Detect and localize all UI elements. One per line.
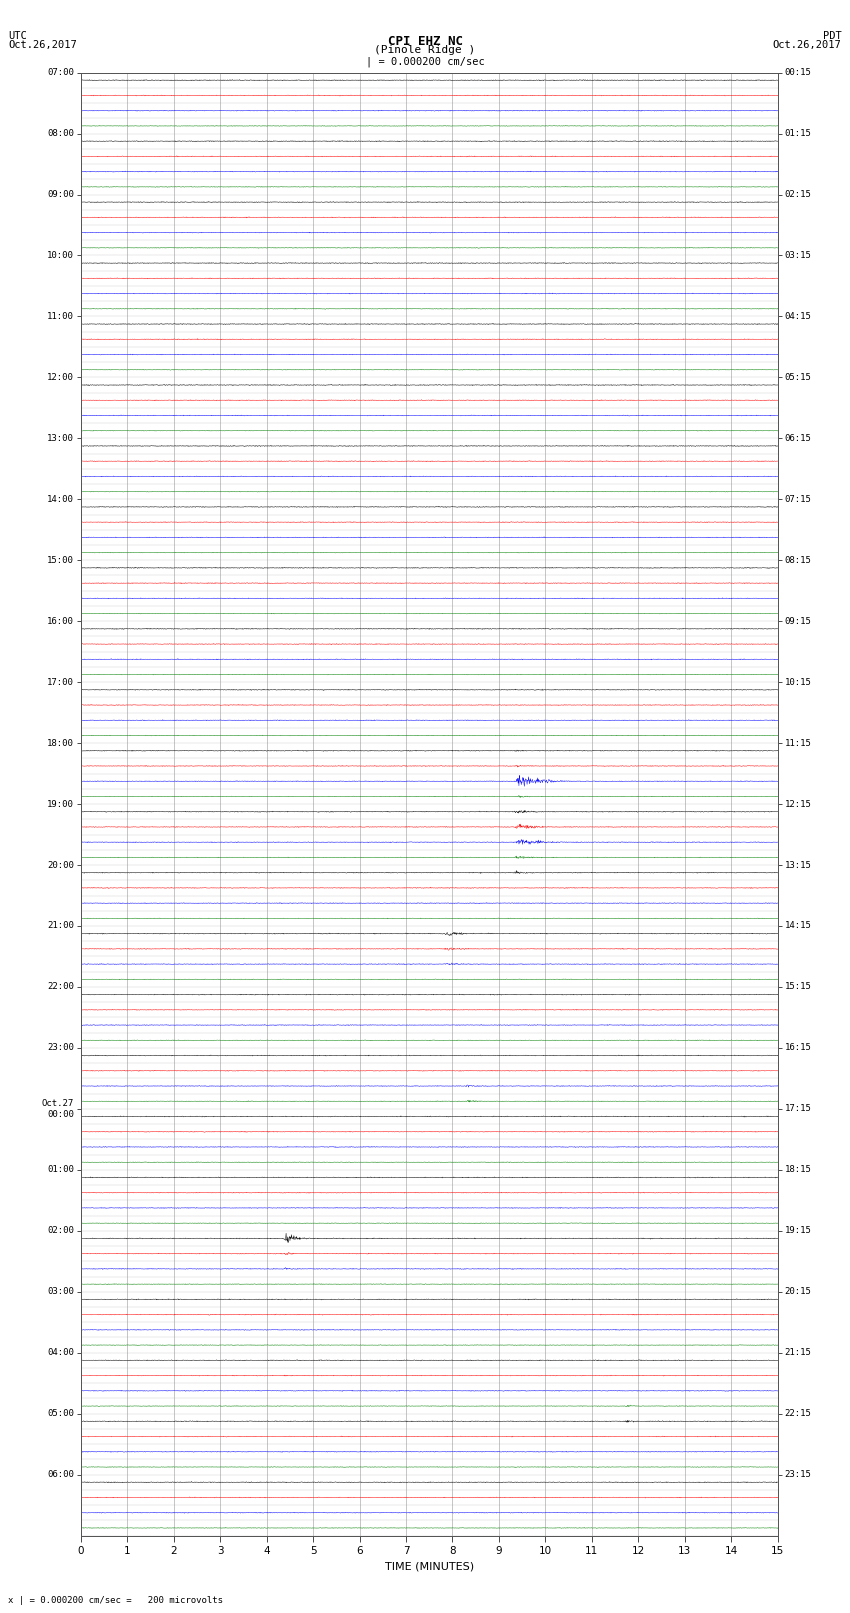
X-axis label: TIME (MINUTES): TIME (MINUTES) — [385, 1561, 473, 1571]
Text: | = 0.000200 cm/sec: | = 0.000200 cm/sec — [366, 56, 484, 68]
Text: Oct.26,2017: Oct.26,2017 — [773, 40, 842, 50]
Text: Oct.26,2017: Oct.26,2017 — [8, 40, 77, 50]
Text: CPI EHZ NC: CPI EHZ NC — [388, 35, 462, 48]
Text: (Pinole Ridge ): (Pinole Ridge ) — [374, 45, 476, 55]
Text: UTC: UTC — [8, 31, 27, 40]
Text: PDT: PDT — [823, 31, 842, 40]
Text: x | = 0.000200 cm/sec =   200 microvolts: x | = 0.000200 cm/sec = 200 microvolts — [8, 1595, 224, 1605]
